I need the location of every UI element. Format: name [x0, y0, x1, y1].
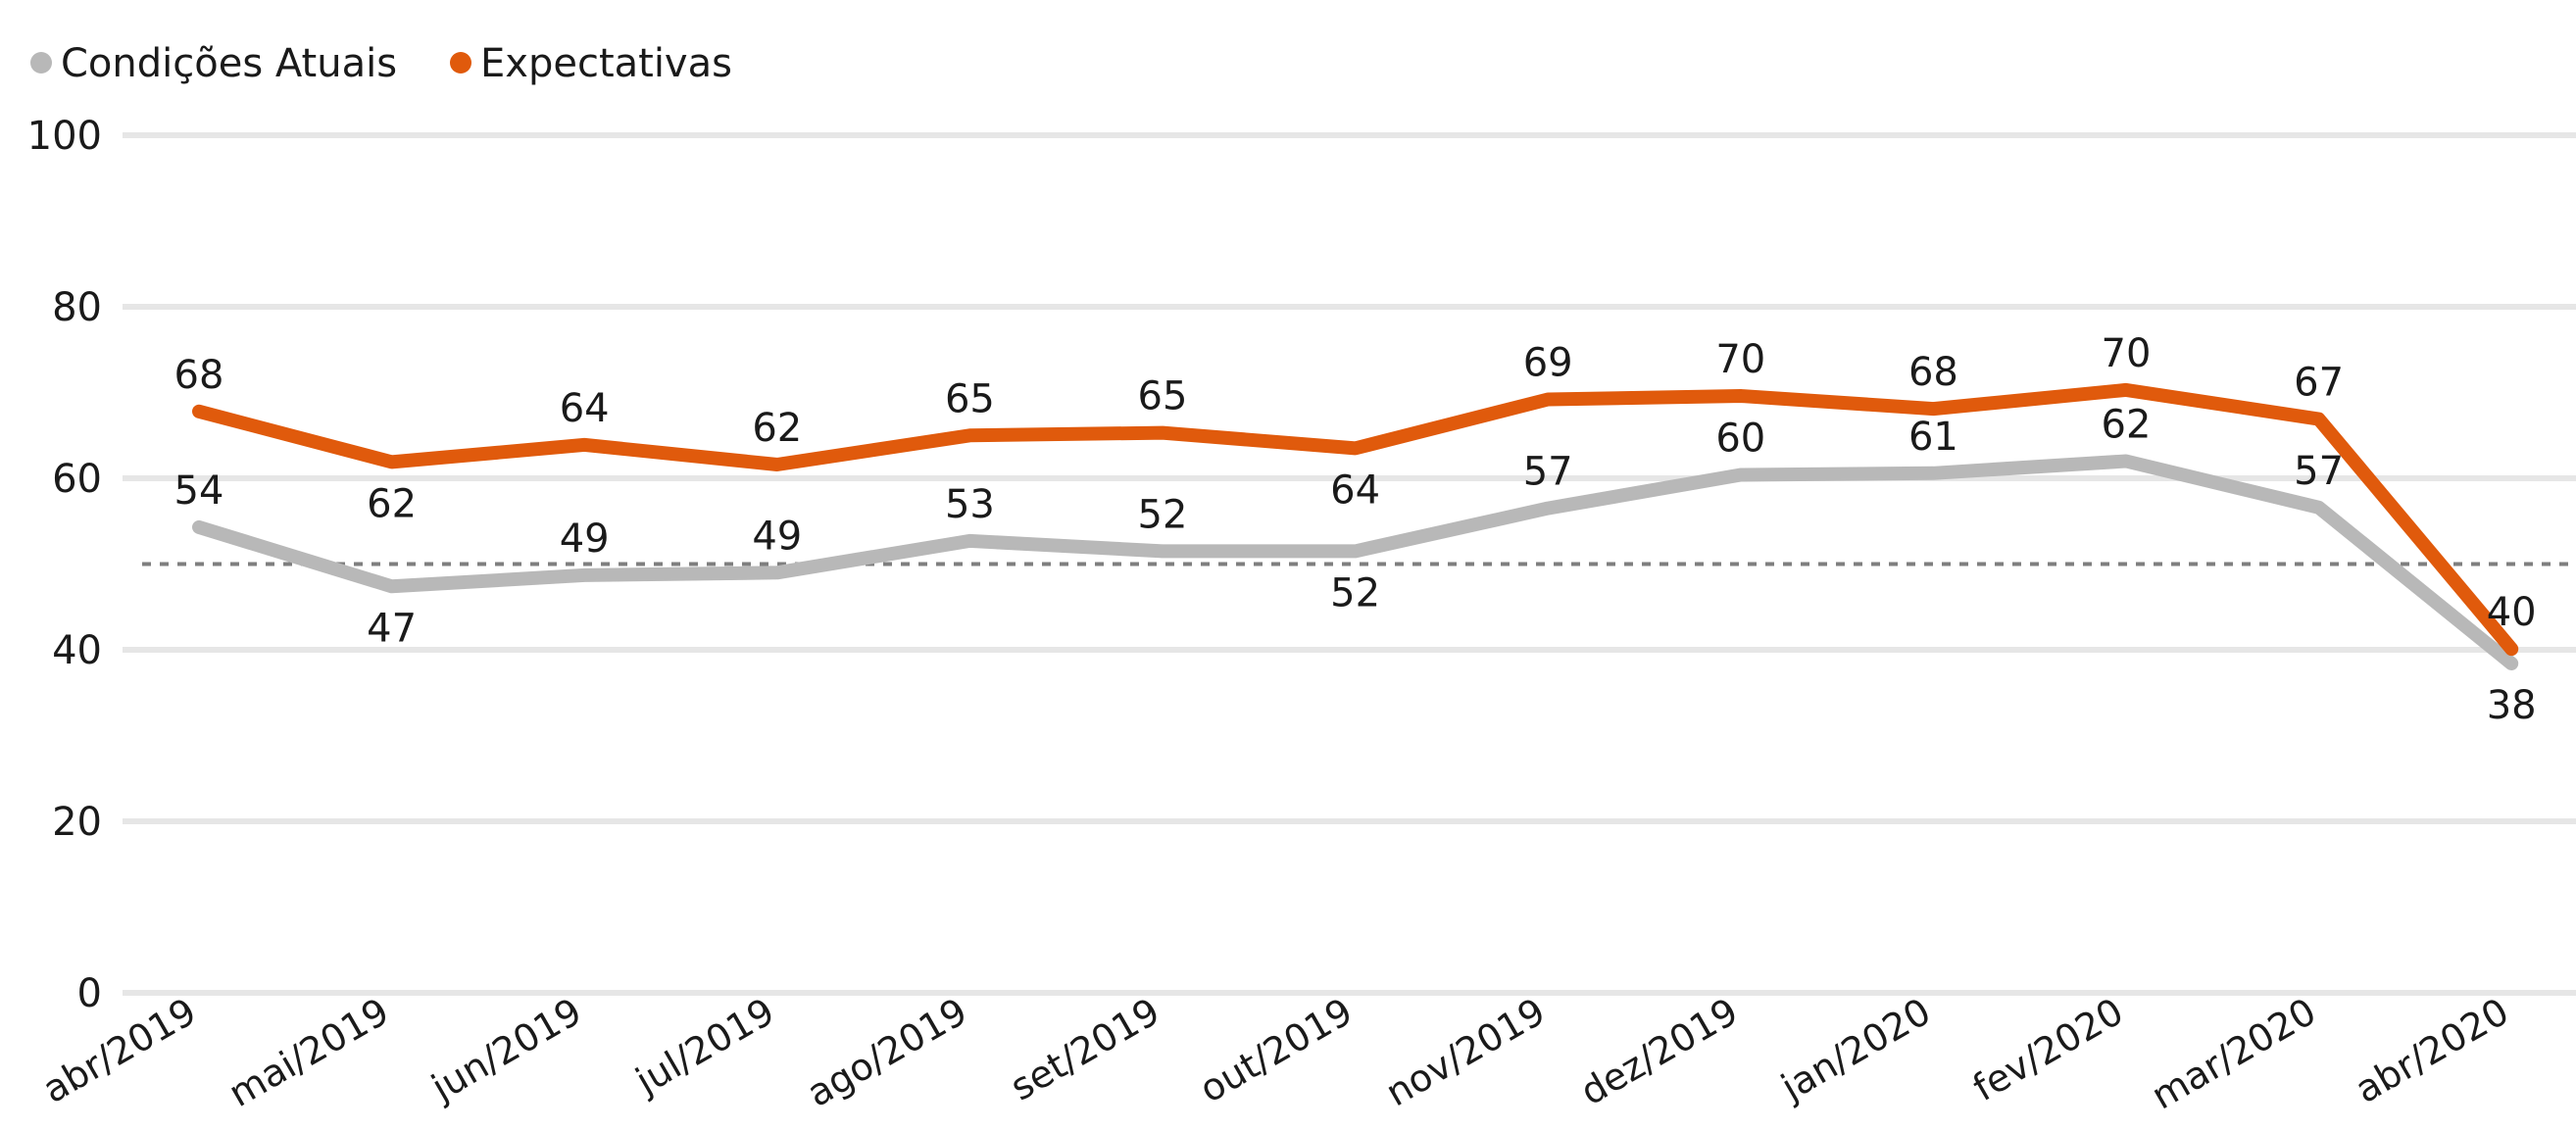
x-tick-label: mai/2019 [222, 990, 396, 1115]
data-label-expectativas: 62 [752, 406, 802, 451]
data-label-expectativas: 70 [2102, 331, 2152, 376]
y-tick-label: 60 [52, 457, 102, 502]
data-label-condicoes-atuais: 60 [1715, 417, 1765, 462]
y-axis: 0 20 40 60 80 100 [27, 114, 102, 1016]
data-label-expectativas: 67 [2294, 361, 2344, 406]
data-label-expectativas: 65 [1138, 374, 1188, 419]
x-tick-label: abr/2020 [2348, 990, 2515, 1111]
data-label-expectativas: 62 [367, 481, 417, 526]
legend-marker-expectativas [450, 52, 471, 74]
data-labels: 54 47 49 49 53 52 52 57 60 61 62 57 38 68 62 64 62 65 65 64… [174, 331, 2537, 728]
legend: Condições Atuais Expectativas [30, 41, 732, 86]
data-label-expectativas: 69 [1523, 341, 1573, 386]
series-line-condicoes-atuais [192, 454, 2519, 670]
data-label-condicoes-atuais: 49 [752, 514, 802, 559]
y-tick-label: 100 [27, 114, 102, 159]
data-label-expectativas: 68 [1908, 350, 1958, 395]
y-tick-label: 20 [52, 800, 102, 845]
legend-label-expectativas: Expectativas [480, 41, 732, 86]
x-tick-label: out/2019 [1192, 990, 1360, 1111]
gridlines [123, 132, 2576, 996]
data-label-condicoes-atuais: 52 [1138, 492, 1188, 537]
x-tick-label: jan/2020 [1773, 990, 1938, 1109]
data-label-condicoes-atuais: 57 [2294, 449, 2344, 494]
data-label-condicoes-atuais: 49 [560, 517, 610, 562]
data-label-condicoes-atuais: 62 [2102, 403, 2152, 448]
x-tick-label: nov/2019 [1378, 990, 1552, 1115]
x-tick-label: jun/2019 [423, 990, 589, 1110]
x-tick-label: ago/2019 [800, 990, 974, 1115]
data-label-condicoes-atuais: 52 [1330, 570, 1380, 615]
data-label-expectativas: 64 [560, 386, 610, 431]
x-tick-label: abr/2019 [35, 990, 203, 1111]
x-axis: abr/2019 mai/2019 jun/2019 jul/2019 ago/2019… [35, 990, 2516, 1118]
series-lines [192, 382, 2519, 670]
y-tick-label: 80 [52, 285, 102, 330]
x-tick-label: dez/2019 [1573, 990, 1745, 1114]
y-tick-label: 40 [52, 628, 102, 673]
data-label-condicoes-atuais: 53 [945, 482, 995, 527]
x-tick-label: mar/2020 [2145, 990, 2324, 1118]
data-label-condicoes-atuais: 54 [174, 468, 224, 514]
data-label-expectativas: 70 [1715, 337, 1765, 382]
data-label-expectativas: 40 [2487, 590, 2537, 635]
data-label-expectativas: 68 [174, 353, 224, 398]
series-line-expectativas [192, 382, 2519, 657]
data-label-expectativas: 64 [1330, 468, 1380, 513]
x-tick-label: fev/2020 [1965, 990, 2130, 1109]
data-label-condicoes-atuais: 57 [1523, 450, 1573, 495]
data-label-condicoes-atuais: 38 [2487, 683, 2537, 728]
x-tick-label: set/2019 [1003, 990, 1166, 1109]
data-label-condicoes-atuais: 61 [1908, 415, 1958, 460]
data-label-expectativas: 65 [945, 376, 995, 421]
legend-label-condicoes-atuais: Condições Atuais [61, 41, 397, 86]
y-tick-label: 0 [77, 971, 102, 1016]
data-label-condicoes-atuais: 47 [367, 606, 417, 651]
legend-marker-condicoes-atuais [30, 52, 52, 74]
x-tick-label: jul/2019 [627, 990, 781, 1104]
